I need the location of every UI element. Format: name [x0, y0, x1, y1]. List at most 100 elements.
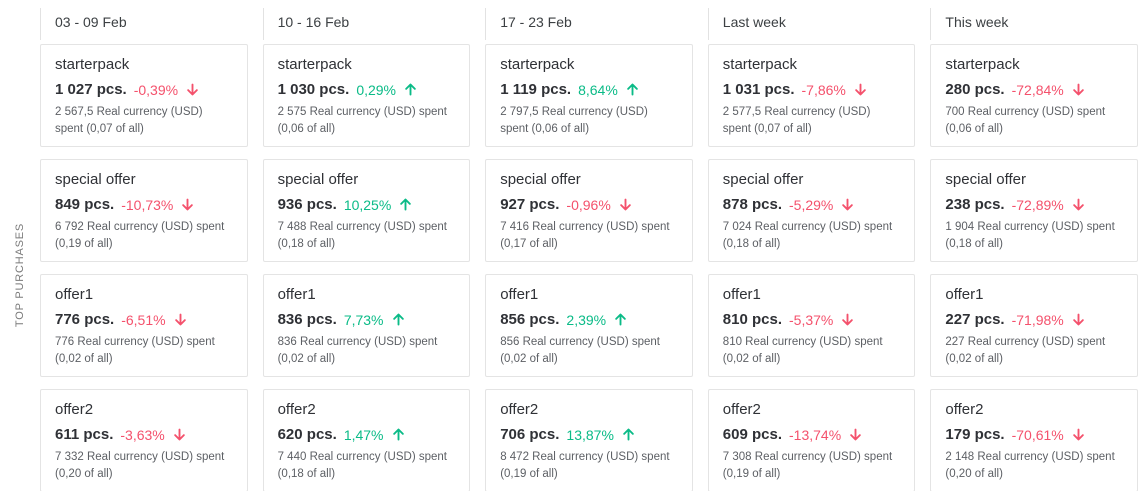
purchase-count-line: 836 pcs. 7,73% [278, 311, 456, 328]
purchase-trend: -71,98% [1012, 312, 1086, 328]
purchase-description: 7 332 Real currency (USD) spent (0,20 of… [55, 451, 225, 481]
purchase-trend: -0,96% [566, 197, 632, 213]
period-column: 10 - 16 Feb starterpack 1 030 pcs. 0,29%… [262, 8, 471, 491]
purchase-count-line: 1 027 pcs. -0,39% [55, 81, 233, 98]
purchase-change-percent: -3,63% [120, 426, 165, 443]
purchase-change-percent: -0,39% [133, 81, 179, 98]
purchase-count: 611 pcs. [55, 426, 114, 443]
purchase-title: starterpack [722, 56, 797, 73]
purchase-card: offer2 611 pcs. -3,63% 7 332 Real curren… [40, 389, 248, 491]
purchase-title: starterpack [55, 56, 130, 73]
purchase-count: 706 pcs. [500, 426, 560, 443]
purchase-description: 7 440 Real currency (USD) spent (0,18 of… [277, 451, 447, 481]
purchase-card: special offer 878 pcs. -5,29% 7 024 Real… [707, 159, 916, 262]
trend-down-icon [842, 198, 854, 211]
purchase-trend: 7,73% [344, 312, 406, 328]
purchase-trend: 0,29% [356, 82, 418, 98]
purchase-trend: -5,37% [789, 312, 855, 328]
purchase-trend: -70,61% [1012, 427, 1086, 443]
trend-down-icon [619, 198, 631, 211]
purchase-title: offer2 [945, 401, 984, 418]
period-column-header: 03 - 09 Feb [40, 8, 248, 40]
purchase-count-line: 1 030 pcs. 0,29% [278, 81, 456, 98]
purchase-description: 2 577,5 Real currency (USD) spent (0,07 … [722, 106, 871, 136]
purchase-count: 1 030 pcs. [277, 81, 350, 98]
trend-up-icon [615, 313, 626, 326]
purchase-count-line: 179 pcs. -70,61% [945, 426, 1123, 443]
purchase-count-line: 238 pcs. -72,89% [945, 196, 1123, 213]
purchase-count: 927 pcs. [500, 196, 560, 213]
purchase-count-line: 1 119 pcs. 8,64% [500, 81, 678, 98]
purchase-title: offer1 [500, 286, 539, 303]
purchase-card: starterpack 1 119 pcs. 8,64% 2 797,5 Rea… [485, 44, 693, 147]
purchase-card: offer2 620 pcs. 1,47% 7 440 Real currenc… [262, 389, 471, 491]
period-column: 17 - 23 Feb starterpack 1 119 pcs. 8,64%… [485, 8, 693, 491]
purchase-title: offer2 [277, 401, 316, 418]
purchase-count: 238 pcs. [945, 196, 1005, 213]
purchase-count-line: 810 pcs. -5,37% [723, 311, 901, 328]
purchase-title: offer1 [277, 286, 316, 303]
period-column-cards: starterpack 1 027 pcs. -0,39% 2 567,5 Re… [40, 44, 248, 491]
purchase-description: 776 Real currency (USD) spent (0,02 of a… [55, 336, 215, 366]
purchase-description: 2 797,5 Real currency (USD) spent (0,06 … [500, 106, 648, 136]
purchase-count-line: 776 pcs. -6,51% [55, 311, 233, 328]
purchase-trend: -3,63% [120, 427, 186, 443]
purchase-trend: -5,29% [789, 197, 855, 213]
purchase-count: 849 pcs. [55, 196, 115, 213]
purchase-description: 1 904 Real currency (USD) spent (0,18 of… [945, 221, 1115, 251]
purchase-trend: 1,47% [344, 427, 406, 443]
purchase-count: 878 pcs. [722, 196, 783, 213]
purchase-count: 1 119 pcs. [500, 81, 572, 98]
purchase-card: offer2 609 pcs. -13,74% 7 308 Real curre… [707, 389, 916, 491]
purchase-change-percent: 1,47% [343, 426, 384, 443]
purchase-change-percent: -10,73% [121, 196, 174, 213]
trend-down-icon [187, 83, 198, 96]
purchase-count: 856 pcs. [500, 311, 560, 328]
purchase-count: 1 031 pcs. [722, 81, 795, 98]
purchase-title: offer2 [55, 401, 94, 418]
purchase-card: special offer 936 pcs. 10,25% 7 488 Real… [262, 159, 471, 262]
purchase-change-percent: -6,51% [121, 311, 166, 328]
purchase-description: 227 Real currency (USD) spent (0,02 of a… [945, 336, 1106, 366]
purchase-count-line: 706 pcs. 13,87% [500, 426, 678, 443]
trend-up-icon [405, 83, 416, 96]
purchase-title: offer2 [722, 401, 761, 418]
purchase-count-line: 611 pcs. -3,63% [55, 426, 233, 443]
purchase-count: 280 pcs. [945, 81, 1005, 98]
purchase-card: starterpack 1 030 pcs. 0,29% 2 575 Real … [262, 44, 471, 147]
purchase-description: 836 Real currency (USD) spent (0,02 of a… [277, 336, 438, 366]
purchase-trend: -0,39% [134, 82, 200, 98]
period-column-header: 10 - 16 Feb [262, 8, 471, 40]
purchase-card: offer1 856 pcs. 2,39% 856 Real currency … [485, 274, 693, 377]
purchase-count: 810 pcs. [722, 311, 783, 328]
purchase-card: offer1 776 pcs. -6,51% 776 Real currency… [40, 274, 248, 377]
purchase-trend: 8,64% [578, 82, 640, 98]
purchase-title: offer1 [945, 286, 984, 303]
purchase-title: special offer [945, 171, 1026, 188]
purchase-count-line: 936 pcs. 10,25% [278, 196, 456, 213]
trend-up-icon [623, 428, 634, 441]
purchase-count-line: 1 031 pcs. -7,86% [723, 81, 901, 98]
purchase-card: special offer 927 pcs. -0,96% 7 416 Real… [485, 159, 693, 262]
period-column-header: This week [930, 8, 1138, 40]
period-column: 03 - 09 Feb starterpack 1 027 pcs. -0,39… [40, 8, 248, 491]
purchase-count-line: 609 pcs. -13,74% [723, 426, 901, 443]
purchase-card: starterpack 280 pcs. -72,84% 700 Real cu… [930, 44, 1138, 147]
trend-up-icon [392, 313, 404, 326]
purchase-description: 2 575 Real currency (USD) spent (0,06 of… [277, 106, 447, 136]
purchase-change-percent: -72,89% [1011, 196, 1064, 213]
purchase-description: 2 148 Real currency (USD) spent (0,20 of… [945, 451, 1115, 481]
trend-down-icon [1072, 313, 1084, 326]
purchase-card: offer2 179 pcs. -70,61% 2 148 Real curre… [930, 389, 1138, 491]
trend-down-icon [182, 198, 194, 211]
purchase-count-line: 927 pcs. -0,96% [500, 196, 678, 213]
purchase-title: starterpack [277, 56, 352, 73]
purchase-trend: -72,89% [1012, 197, 1086, 213]
purchase-change-percent: 10,25% [343, 196, 392, 213]
trend-down-icon [855, 83, 866, 96]
purchase-count-line: 856 pcs. 2,39% [500, 311, 678, 328]
purchase-description: 7 416 Real currency (USD) spent (0,17 of… [500, 221, 670, 251]
purchase-title: special offer [722, 171, 804, 188]
period-column-header: 17 - 23 Feb [485, 8, 693, 40]
purchase-description: 700 Real currency (USD) spent (0,06 of a… [945, 106, 1106, 136]
